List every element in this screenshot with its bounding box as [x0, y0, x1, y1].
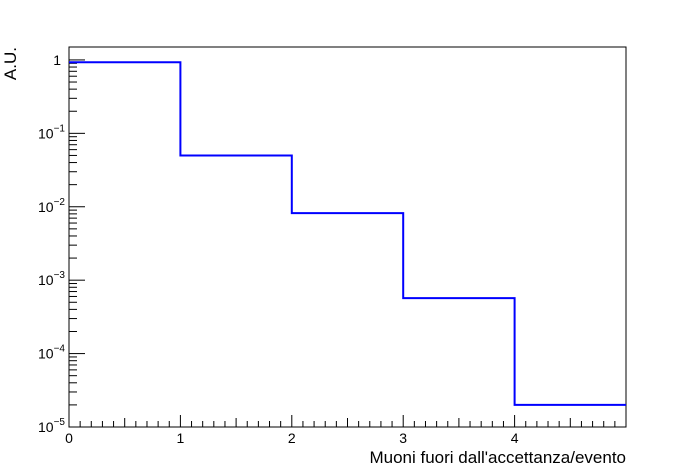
y-axis-title: A.U.	[1, 47, 20, 80]
x-tick-label: 0	[65, 430, 73, 446]
x-tick-label: 3	[399, 430, 407, 446]
x-axis-ticks	[68, 415, 627, 427]
x-tick-label: 4	[511, 430, 519, 446]
x-tick-label: 1	[177, 430, 185, 446]
x-axis-tick-labels: 0 1 2 3 4	[65, 430, 519, 446]
y-axis-ticks	[69, 59, 85, 428]
y-tick-label: 10−3	[38, 270, 65, 288]
histogram-series-line	[69, 61, 626, 406]
y-tick-label: 10−2	[38, 197, 65, 215]
y-tick-label: 10−4	[38, 344, 65, 362]
plot-frame	[68, 46, 627, 428]
y-tick-label: 1	[53, 52, 61, 68]
y-tick-label: 10−1	[38, 123, 65, 141]
y-tick-label: 10−5	[38, 417, 65, 435]
x-tick-label: 2	[288, 430, 296, 446]
x-axis-title: Muoni fuori dall'accettanza/evento	[369, 448, 626, 467]
y-axis-tick-labels: 1 10−1 10−2 10−3 10−4 10−5	[38, 52, 65, 435]
